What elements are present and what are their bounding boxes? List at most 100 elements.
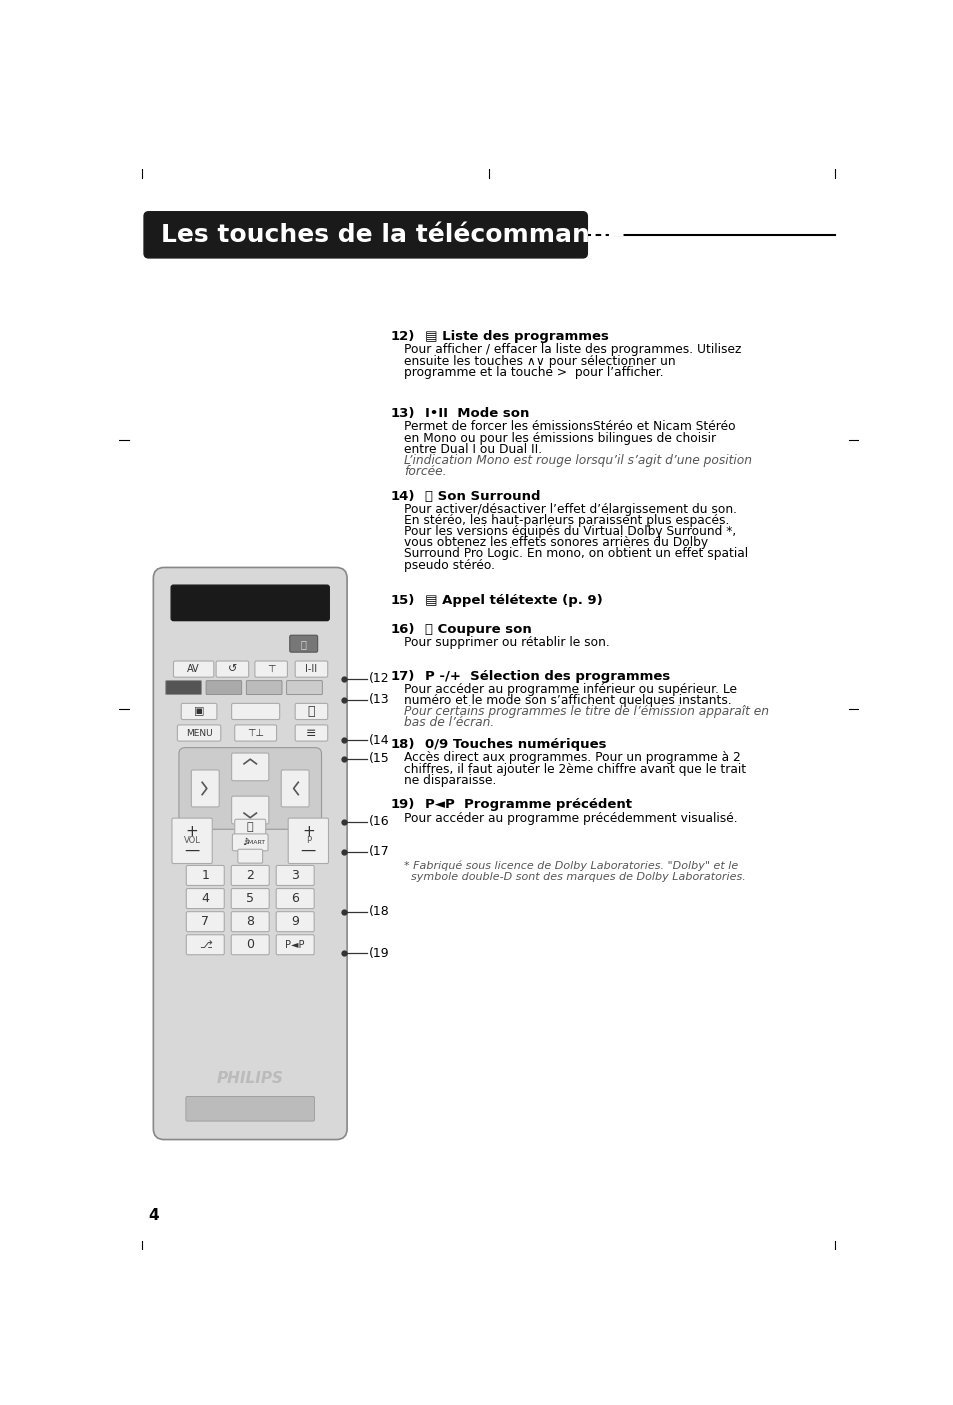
Text: ⊤: ⊤ xyxy=(267,665,275,674)
Text: 1: 1 xyxy=(201,868,209,882)
FancyBboxPatch shape xyxy=(171,584,329,621)
Text: 15): 15) xyxy=(390,594,415,607)
Text: pseudo stéréo.: pseudo stéréo. xyxy=(403,559,495,572)
Text: ≡: ≡ xyxy=(306,726,316,739)
FancyBboxPatch shape xyxy=(186,934,224,955)
Text: —: — xyxy=(184,843,199,857)
Text: 🔇: 🔇 xyxy=(247,822,253,832)
FancyBboxPatch shape xyxy=(177,725,220,740)
Text: SMART: SMART xyxy=(244,840,265,844)
FancyBboxPatch shape xyxy=(179,747,321,829)
Text: * Fabriqué sous licence de Dolby Laboratories. "Dolby" et le: * Fabriqué sous licence de Dolby Laborat… xyxy=(403,860,738,871)
Text: ensuite les touches ∧∨ pour sélectionner un: ensuite les touches ∧∨ pour sélectionner… xyxy=(403,354,675,368)
FancyBboxPatch shape xyxy=(276,912,314,932)
Text: ▤ Appel télétexte (p. 9): ▤ Appel télétexte (p. 9) xyxy=(425,594,602,607)
Text: 5: 5 xyxy=(246,892,253,905)
FancyBboxPatch shape xyxy=(186,865,224,885)
FancyBboxPatch shape xyxy=(166,680,201,694)
Text: Pour les versions équipés du Virtual Dolby Surround *,: Pour les versions équipés du Virtual Dol… xyxy=(403,525,735,538)
Text: 2: 2 xyxy=(246,868,253,882)
Text: (15: (15 xyxy=(369,752,389,766)
FancyBboxPatch shape xyxy=(231,865,269,885)
Text: Pour activer/désactiver l’effet d’élargissement du son.: Pour activer/désactiver l’effet d’élargi… xyxy=(403,503,736,516)
Text: (19: (19 xyxy=(369,947,389,960)
Text: ▤ Liste des programmes: ▤ Liste des programmes xyxy=(425,330,609,343)
Text: 7: 7 xyxy=(201,915,209,929)
Text: 4: 4 xyxy=(201,892,209,905)
Text: P◄P  Programme précédent: P◄P Programme précédent xyxy=(425,798,632,812)
FancyBboxPatch shape xyxy=(232,753,269,781)
FancyBboxPatch shape xyxy=(231,912,269,932)
FancyBboxPatch shape xyxy=(276,888,314,909)
Text: 🔇 Coupure son: 🔇 Coupure son xyxy=(425,622,532,636)
Text: (16: (16 xyxy=(369,815,389,828)
Text: programme et la touche >  pour l’afficher.: programme et la touche > pour l’afficher… xyxy=(403,365,662,379)
Text: (17: (17 xyxy=(369,846,389,858)
Text: ▣: ▣ xyxy=(193,707,204,717)
FancyBboxPatch shape xyxy=(186,1096,314,1121)
Text: 0: 0 xyxy=(246,939,253,951)
Text: 17): 17) xyxy=(390,670,415,683)
Text: P◄P: P◄P xyxy=(285,940,305,950)
FancyBboxPatch shape xyxy=(206,680,241,694)
Text: En stéréo, les haut-parleurs paraissent plus espacés.: En stéréo, les haut-parleurs paraissent … xyxy=(403,514,728,527)
Text: ⌖ Son Surround: ⌖ Son Surround xyxy=(425,490,540,503)
Text: 3: 3 xyxy=(291,868,299,882)
Text: Pour certains programmes le titre de l’émission apparaît en: Pour certains programmes le titre de l’é… xyxy=(403,705,768,718)
Text: Pour accéder au programme inférieur ou supérieur. Le: Pour accéder au programme inférieur ou s… xyxy=(403,683,736,695)
FancyBboxPatch shape xyxy=(281,770,309,806)
Text: 13): 13) xyxy=(390,407,415,420)
FancyBboxPatch shape xyxy=(233,835,268,851)
Text: ↺: ↺ xyxy=(228,665,237,674)
Text: 16): 16) xyxy=(390,622,415,636)
Text: P -/+  Sélection des programmes: P -/+ Sélection des programmes xyxy=(425,670,670,683)
FancyBboxPatch shape xyxy=(290,635,317,652)
Text: L’indication Mono est rouge lorsqu’il s’agit d’une position: L’indication Mono est rouge lorsqu’il s’… xyxy=(403,454,751,466)
FancyBboxPatch shape xyxy=(231,888,269,909)
Text: MENU: MENU xyxy=(186,729,213,738)
Text: ♪: ♪ xyxy=(242,837,249,847)
FancyBboxPatch shape xyxy=(232,797,269,823)
Text: (14: (14 xyxy=(369,733,389,746)
Text: +: + xyxy=(186,825,198,839)
FancyBboxPatch shape xyxy=(234,725,276,740)
FancyBboxPatch shape xyxy=(173,660,213,677)
FancyBboxPatch shape xyxy=(294,725,328,740)
FancyBboxPatch shape xyxy=(237,849,262,863)
Text: numéro et le mode son s’affichent quelques instants.: numéro et le mode son s’affichent quelqu… xyxy=(403,694,731,707)
Text: (13: (13 xyxy=(369,694,389,707)
Text: I-II: I-II xyxy=(305,665,317,674)
FancyBboxPatch shape xyxy=(192,770,219,806)
FancyBboxPatch shape xyxy=(153,568,347,1139)
Text: I•II  Mode son: I•II Mode son xyxy=(425,407,529,420)
Text: entre Dual I ou Dual II.: entre Dual I ou Dual II. xyxy=(403,443,541,455)
FancyBboxPatch shape xyxy=(232,704,279,719)
Text: Permet de forcer les émissionsStéréo et Nicam Stéréo: Permet de forcer les émissionsStéréo et … xyxy=(403,420,735,433)
Text: chiffres, il faut ajouter le 2ème chiffre avant que le trait: chiffres, il faut ajouter le 2ème chiffr… xyxy=(403,763,745,776)
Text: VOL: VOL xyxy=(184,836,200,846)
FancyBboxPatch shape xyxy=(294,660,328,677)
FancyBboxPatch shape xyxy=(288,818,328,864)
FancyBboxPatch shape xyxy=(276,865,314,885)
Text: 9: 9 xyxy=(291,915,299,929)
FancyBboxPatch shape xyxy=(186,912,224,932)
FancyBboxPatch shape xyxy=(231,934,269,955)
Text: Pour accéder au programme précédemment visualisé.: Pour accéder au programme précédemment v… xyxy=(403,812,737,825)
Text: ⊤⊥: ⊤⊥ xyxy=(247,728,264,738)
Text: ⌖: ⌖ xyxy=(308,705,314,718)
Text: 12): 12) xyxy=(390,330,415,343)
Text: PHILIPS: PHILIPS xyxy=(216,1071,283,1086)
Text: 14): 14) xyxy=(390,490,415,503)
Text: Accès direct aux programmes. Pour un programme à 2: Accès direct aux programmes. Pour un pro… xyxy=(403,752,740,764)
Text: +: + xyxy=(302,825,314,839)
FancyBboxPatch shape xyxy=(144,212,587,259)
Text: Surround Pro Logic. En mono, on obtient un effet spatial: Surround Pro Logic. En mono, on obtient … xyxy=(403,548,747,561)
Text: P: P xyxy=(306,836,311,846)
Text: ⎇: ⎇ xyxy=(198,940,212,950)
Text: symbole double-D sont des marques de Dolby Laboratories.: symbole double-D sont des marques de Dol… xyxy=(403,871,744,881)
FancyBboxPatch shape xyxy=(234,819,266,835)
Text: ne disparaisse.: ne disparaisse. xyxy=(403,774,496,787)
Text: 19): 19) xyxy=(390,798,415,812)
Text: en Mono ou pour les émissions bilingues de choisir: en Mono ou pour les émissions bilingues … xyxy=(403,431,715,444)
Text: 18): 18) xyxy=(390,739,415,752)
